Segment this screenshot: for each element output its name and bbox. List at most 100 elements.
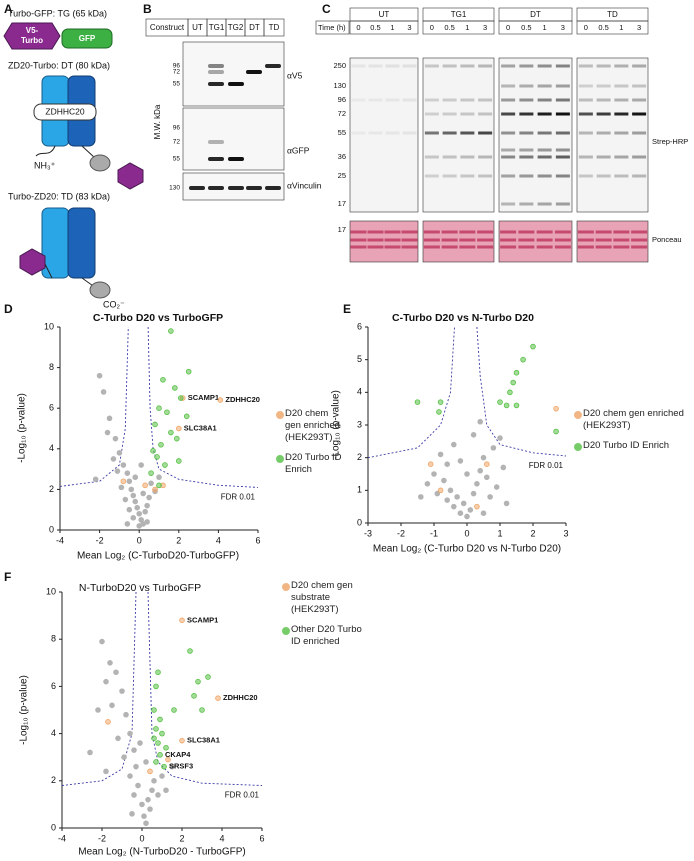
y-tick-label: 4	[51, 728, 56, 738]
data-point	[169, 763, 175, 770]
tm-domain	[67, 207, 96, 279]
data-point	[92, 476, 99, 483]
legend-marker	[574, 443, 582, 451]
data-point	[553, 405, 559, 412]
data-point	[141, 813, 147, 819]
blot	[349, 57, 419, 213]
timepoint-label: 0	[430, 23, 434, 32]
time-label: Time (h)	[318, 23, 346, 32]
band	[351, 131, 366, 135]
band	[424, 131, 439, 135]
mw-marker: 72	[173, 139, 181, 146]
data-point	[147, 806, 153, 812]
ponceau-band	[595, 245, 612, 249]
band	[402, 64, 417, 68]
y-tick-label: 6	[357, 321, 362, 331]
header-cell	[498, 20, 573, 35]
y-tick-label: 4	[357, 387, 362, 397]
data-point	[100, 389, 107, 395]
x-tick-label: -2	[98, 833, 106, 843]
legend-item: D20 chem gen enriched (HEK293T)	[574, 408, 686, 432]
data-point	[105, 718, 111, 725]
zdhhc20-label: ZDHHC20	[45, 106, 84, 116]
band	[614, 174, 629, 178]
data-point	[450, 503, 457, 510]
band	[614, 112, 629, 116]
band	[632, 98, 647, 102]
v5-turbo-label: V5-	[26, 26, 39, 35]
band	[442, 155, 457, 159]
legend-label: D20 Turbo ID Enrich	[583, 440, 670, 451]
data-point	[135, 782, 141, 789]
data-point	[130, 492, 137, 499]
legend-label: D20 Turbo ID Enrich	[285, 452, 342, 475]
band	[351, 64, 366, 68]
x-axis-label: Mean Log₂ (C-Turbo D20 vs N-Turbo D20)	[373, 544, 561, 555]
header-label: TD	[269, 23, 280, 32]
band	[632, 64, 647, 68]
ponceau-band	[441, 230, 458, 234]
ponceau-band	[350, 245, 367, 249]
ponceau-band	[595, 230, 612, 234]
data-point	[444, 497, 451, 503]
ponceau-label: Ponceau	[652, 235, 682, 244]
data-point	[172, 385, 178, 391]
band	[385, 64, 400, 68]
band	[596, 155, 611, 159]
band	[614, 98, 629, 102]
x-tick-label: -3	[364, 528, 372, 538]
band	[632, 174, 647, 178]
band	[501, 155, 516, 159]
mw-marker: 96	[173, 63, 181, 70]
data-point	[165, 756, 171, 763]
band	[402, 131, 417, 135]
data-point	[450, 441, 457, 448]
data-point	[158, 441, 164, 448]
data-point	[152, 421, 158, 428]
data-point	[137, 740, 143, 746]
band	[632, 155, 647, 159]
construct-title: Turbo-ZD20: TD (83 kDa)	[8, 191, 110, 201]
timepoint-label: 3	[483, 23, 487, 32]
data-point	[150, 448, 156, 454]
data-point	[187, 648, 193, 654]
group-label: UT	[379, 10, 390, 19]
data-point	[176, 458, 182, 464]
ponceau-band	[477, 245, 494, 249]
point-label: SRSF3	[169, 762, 193, 771]
ponceau-band	[459, 238, 476, 242]
band	[555, 148, 570, 152]
data-point	[457, 510, 464, 517]
y-tick-label: 10	[46, 586, 56, 596]
band	[596, 174, 611, 178]
data-point	[132, 474, 139, 481]
point-label: SLC38A1	[184, 423, 217, 432]
x-tick-label: 2	[176, 535, 181, 545]
data-point	[129, 811, 135, 817]
band	[537, 155, 552, 159]
band	[478, 98, 493, 102]
data-point	[174, 435, 180, 442]
y-tick-label: 3	[357, 419, 362, 429]
x-tick-label: 0	[137, 535, 142, 545]
band	[578, 131, 593, 135]
data-point	[470, 431, 477, 438]
data-point	[159, 773, 165, 779]
data-point	[520, 356, 526, 363]
n-terminus-line	[35, 145, 56, 157]
linker	[81, 145, 96, 159]
legend-label: D20 chem gen enriched (HEK293T)	[583, 408, 684, 431]
band	[228, 186, 244, 190]
band	[578, 112, 593, 116]
band	[424, 64, 439, 68]
data-point	[156, 405, 162, 412]
band	[537, 84, 552, 88]
x-tick-label: -1	[430, 528, 438, 538]
band	[208, 82, 224, 86]
x-tick-label: 2	[530, 528, 535, 538]
timepoint-label: 0	[506, 23, 510, 32]
panel-label: C	[322, 2, 331, 16]
data-point	[437, 451, 444, 458]
x-axis-label: Mean Log₂ (C-TurboD20-TurboGFP)	[77, 551, 239, 562]
data-point	[131, 747, 137, 753]
